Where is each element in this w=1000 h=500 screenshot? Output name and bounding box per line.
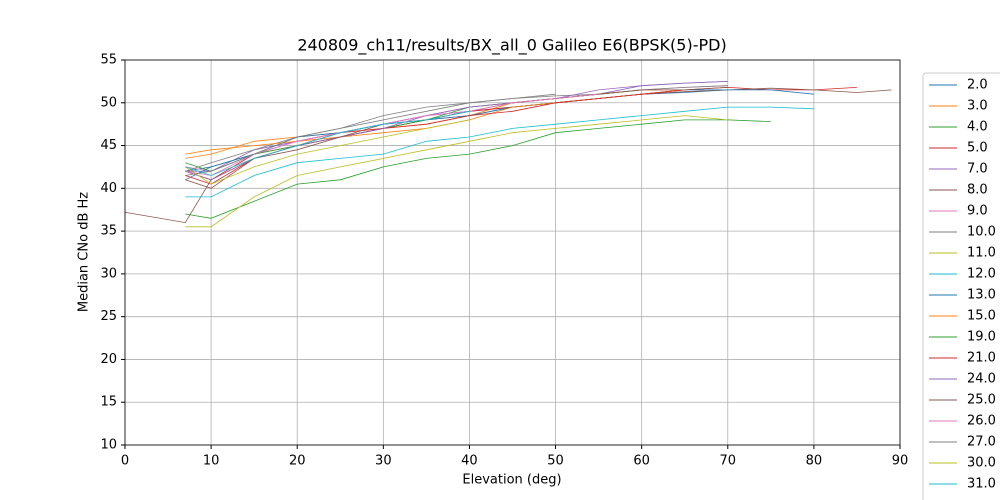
x-tick-label: 20 [289, 454, 306, 469]
series-line [185, 81, 728, 172]
series-line [185, 85, 728, 172]
y-tick-label: 55 [100, 53, 117, 68]
series-line [185, 110, 470, 176]
legend-box [922, 72, 1000, 500]
legend-label: 21.0 [967, 351, 996, 366]
legend-label: 9.0 [967, 204, 988, 219]
legend-label: 27.0 [967, 435, 996, 450]
series-line [185, 89, 728, 172]
legend-label: 13.0 [967, 288, 996, 303]
series-line [185, 106, 814, 198]
series-line [185, 89, 685, 185]
legend-label: 8.0 [967, 183, 988, 198]
x-tick-label: 10 [203, 454, 220, 469]
legend-label: 26.0 [967, 414, 996, 429]
y-tick-label: 45 [100, 138, 117, 153]
x-tick-label: 0 [121, 454, 129, 469]
plot-frame [124, 59, 901, 446]
legend-label: 31.0 [967, 477, 996, 492]
legend-label: 25.0 [967, 393, 996, 408]
series-line [185, 81, 728, 181]
y-tick-label: 30 [100, 266, 117, 281]
series-line [185, 119, 470, 185]
x-tick-label: 40 [461, 454, 478, 469]
series-line [185, 89, 685, 155]
y-tick-label: 35 [100, 224, 117, 239]
legend-label: 5.0 [967, 141, 988, 156]
y-tick-label: 50 [100, 95, 117, 110]
x-tick-label: 30 [375, 454, 392, 469]
legend-label: 10.0 [967, 225, 996, 240]
legend-label: 24.0 [967, 372, 996, 387]
x-axis-label: Elevation (deg) [462, 473, 561, 488]
legend-label: 30.0 [967, 456, 996, 471]
y-tick-label: 10 [100, 438, 117, 453]
series-line [185, 115, 728, 228]
series-line [185, 89, 814, 181]
x-tick-label: 50 [547, 454, 564, 469]
series-line [185, 85, 728, 172]
series-line [185, 119, 771, 219]
series-line [185, 93, 556, 176]
y-axis-label: Median CNo dB Hz [77, 192, 92, 312]
x-tick-label: 60 [633, 454, 650, 469]
x-tick-label: 70 [720, 454, 737, 469]
y-tick-label: 20 [100, 352, 117, 367]
y-tick-label: 40 [100, 181, 117, 196]
legend-label: 2.0 [967, 78, 988, 93]
y-tick-label: 15 [100, 395, 117, 410]
legend-label: 7.0 [967, 162, 988, 177]
y-tick-label: 25 [100, 309, 117, 324]
legend-label: 11.0 [967, 246, 996, 261]
legend-label: 19.0 [967, 330, 996, 345]
legend-label: 4.0 [967, 120, 988, 135]
x-tick-label: 80 [806, 454, 823, 469]
legend-label: 12.0 [967, 267, 996, 282]
legend-label: 3.0 [967, 99, 988, 114]
legend-label: 15.0 [967, 309, 996, 324]
x-tick-label: 90 [892, 454, 909, 469]
chart-title: 240809_ch11/results/BX_all_0 Galileo E6(… [297, 36, 726, 56]
